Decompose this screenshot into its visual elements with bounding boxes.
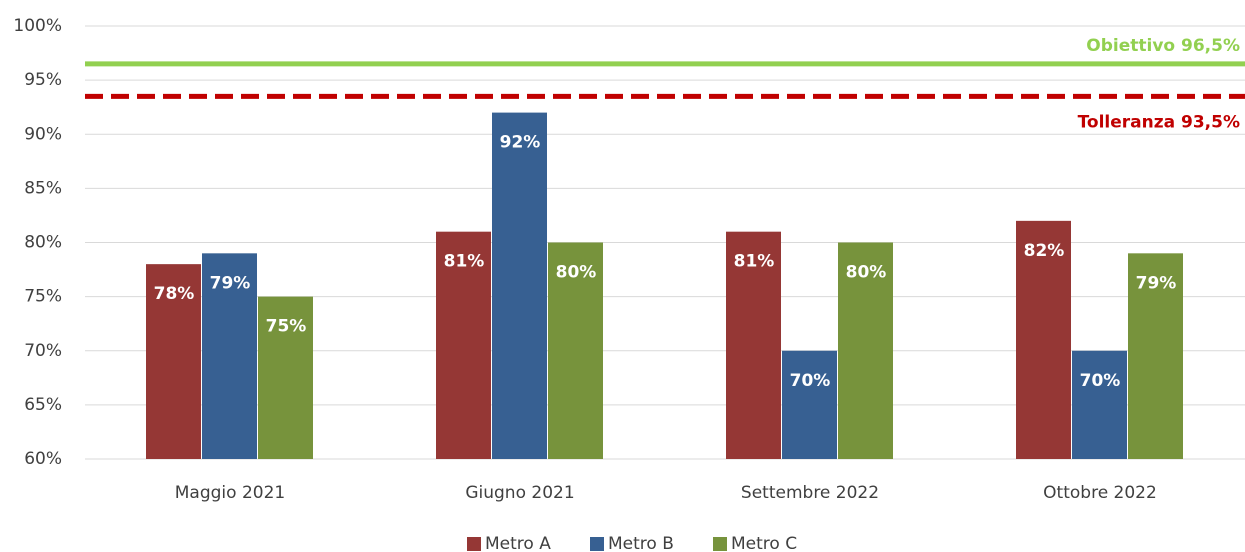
- y-tick-label: 90%: [24, 124, 62, 144]
- data-label: 70%: [1080, 371, 1121, 391]
- data-label: 80%: [846, 263, 887, 283]
- data-label: 70%: [790, 371, 831, 391]
- legend-swatch: [713, 537, 727, 551]
- bar: [838, 242, 893, 459]
- legend-swatch: [467, 537, 481, 551]
- y-tick-label: 65%: [24, 395, 62, 415]
- legend-label: Metro A: [485, 534, 551, 552]
- bar: [1128, 253, 1183, 459]
- bar: [202, 253, 257, 459]
- legend-label: Metro B: [608, 534, 674, 552]
- y-tick-label: 95%: [24, 70, 62, 90]
- bar: [726, 231, 781, 459]
- bar: [548, 242, 603, 459]
- bar: [146, 264, 201, 459]
- bar: [258, 296, 313, 459]
- data-label: 81%: [444, 252, 485, 272]
- data-label: 92%: [500, 133, 541, 153]
- data-label: 75%: [266, 317, 307, 337]
- bar: [782, 350, 837, 459]
- bar: [1072, 350, 1127, 459]
- data-label: 78%: [154, 284, 195, 304]
- x-tick-label: Settembre 2022: [741, 483, 879, 503]
- bar: [436, 231, 491, 459]
- x-tick-label: Ottobre 2022: [1043, 483, 1157, 503]
- bar: [1016, 220, 1071, 459]
- y-tick-label: 60%: [24, 449, 62, 469]
- data-label: 80%: [556, 263, 597, 283]
- y-tick-label: 100%: [13, 16, 62, 36]
- reference-label: Obiettivo 96,5%: [1086, 36, 1240, 56]
- data-label: 82%: [1024, 241, 1065, 261]
- reference-label: Tolleranza 93,5%: [1078, 112, 1240, 132]
- y-tick-label: 80%: [24, 233, 62, 253]
- data-label: 79%: [1136, 273, 1177, 293]
- x-tick-label: Maggio 2021: [175, 483, 285, 503]
- legend-swatch: [590, 537, 604, 551]
- data-label: 81%: [734, 252, 775, 272]
- x-tick-label: Giugno 2021: [465, 483, 574, 503]
- y-tick-label: 75%: [24, 287, 62, 307]
- y-tick-label: 70%: [24, 341, 62, 361]
- legend-label: Metro C: [731, 534, 797, 552]
- data-label: 79%: [210, 273, 251, 293]
- y-tick-label: 85%: [24, 178, 62, 198]
- bar: [492, 112, 547, 459]
